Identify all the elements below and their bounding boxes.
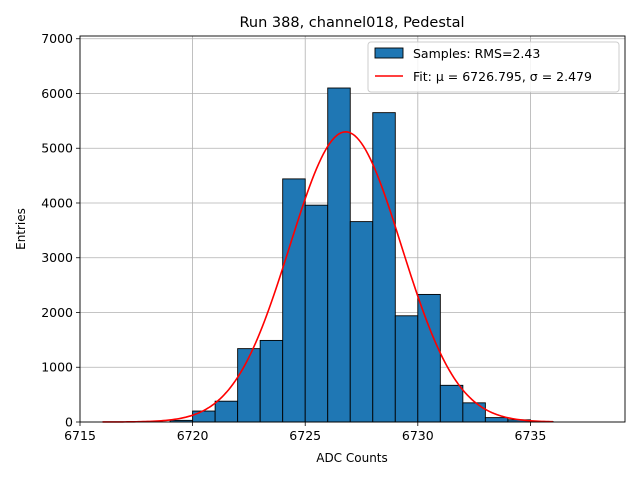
legend-histogram-label: Samples: RMS=2.43 xyxy=(413,46,540,61)
y-tick-label: 1000 xyxy=(41,360,73,375)
histogram-bar xyxy=(327,87,351,423)
histogram-bar xyxy=(462,402,486,423)
y-tick-label: 4000 xyxy=(41,195,73,210)
histogram-bar xyxy=(282,178,306,423)
legend: Samples: RMS=2.43 Fit: μ = 6726.795, σ =… xyxy=(367,41,620,93)
fit-curve xyxy=(102,131,553,423)
y-axis-ticks: 0 1000 2000 3000 4000 5000 6000 7000 xyxy=(41,31,80,430)
histogram-bar xyxy=(484,417,509,423)
y-tick-label: 6000 xyxy=(41,86,73,101)
y-axis-label: Entries xyxy=(14,208,28,250)
y-tick-label: 0 xyxy=(65,415,73,430)
histogram-bar xyxy=(304,204,329,423)
plot-frame xyxy=(79,35,626,423)
x-tick-label: 6715 xyxy=(64,428,96,443)
legend-box xyxy=(367,41,620,93)
y-tick-label: 7000 xyxy=(41,31,73,46)
x-tick-label: 6725 xyxy=(289,428,321,443)
histogram-bar xyxy=(417,293,441,423)
x-tick-label: 6720 xyxy=(177,428,209,443)
histogram-bar xyxy=(192,410,216,423)
x-tick-label: 6730 xyxy=(402,428,434,443)
y-tick-label: 3000 xyxy=(41,250,73,265)
histogram-bar xyxy=(394,315,419,423)
y-tick-label: 2000 xyxy=(41,305,73,320)
legend-fit-label: Fit: μ = 6726.795, σ = 2.479 xyxy=(413,69,592,84)
chart-title: Run 388, channel018, Pedestal xyxy=(239,15,464,31)
histogram-bar xyxy=(214,400,239,423)
x-axis-ticks: 6715 6720 6725 6730 6735 xyxy=(64,422,546,443)
histogram-bar xyxy=(237,348,261,423)
legend-histogram-swatch xyxy=(374,47,404,59)
histogram-bar xyxy=(259,339,284,423)
x-tick-label: 6735 xyxy=(515,428,547,443)
histogram-bar xyxy=(372,112,396,423)
x-axis-label: ADC Counts xyxy=(316,451,388,465)
y-tick-label: 5000 xyxy=(41,141,73,156)
histogram-bar xyxy=(439,384,464,423)
histogram-bar xyxy=(349,221,374,423)
